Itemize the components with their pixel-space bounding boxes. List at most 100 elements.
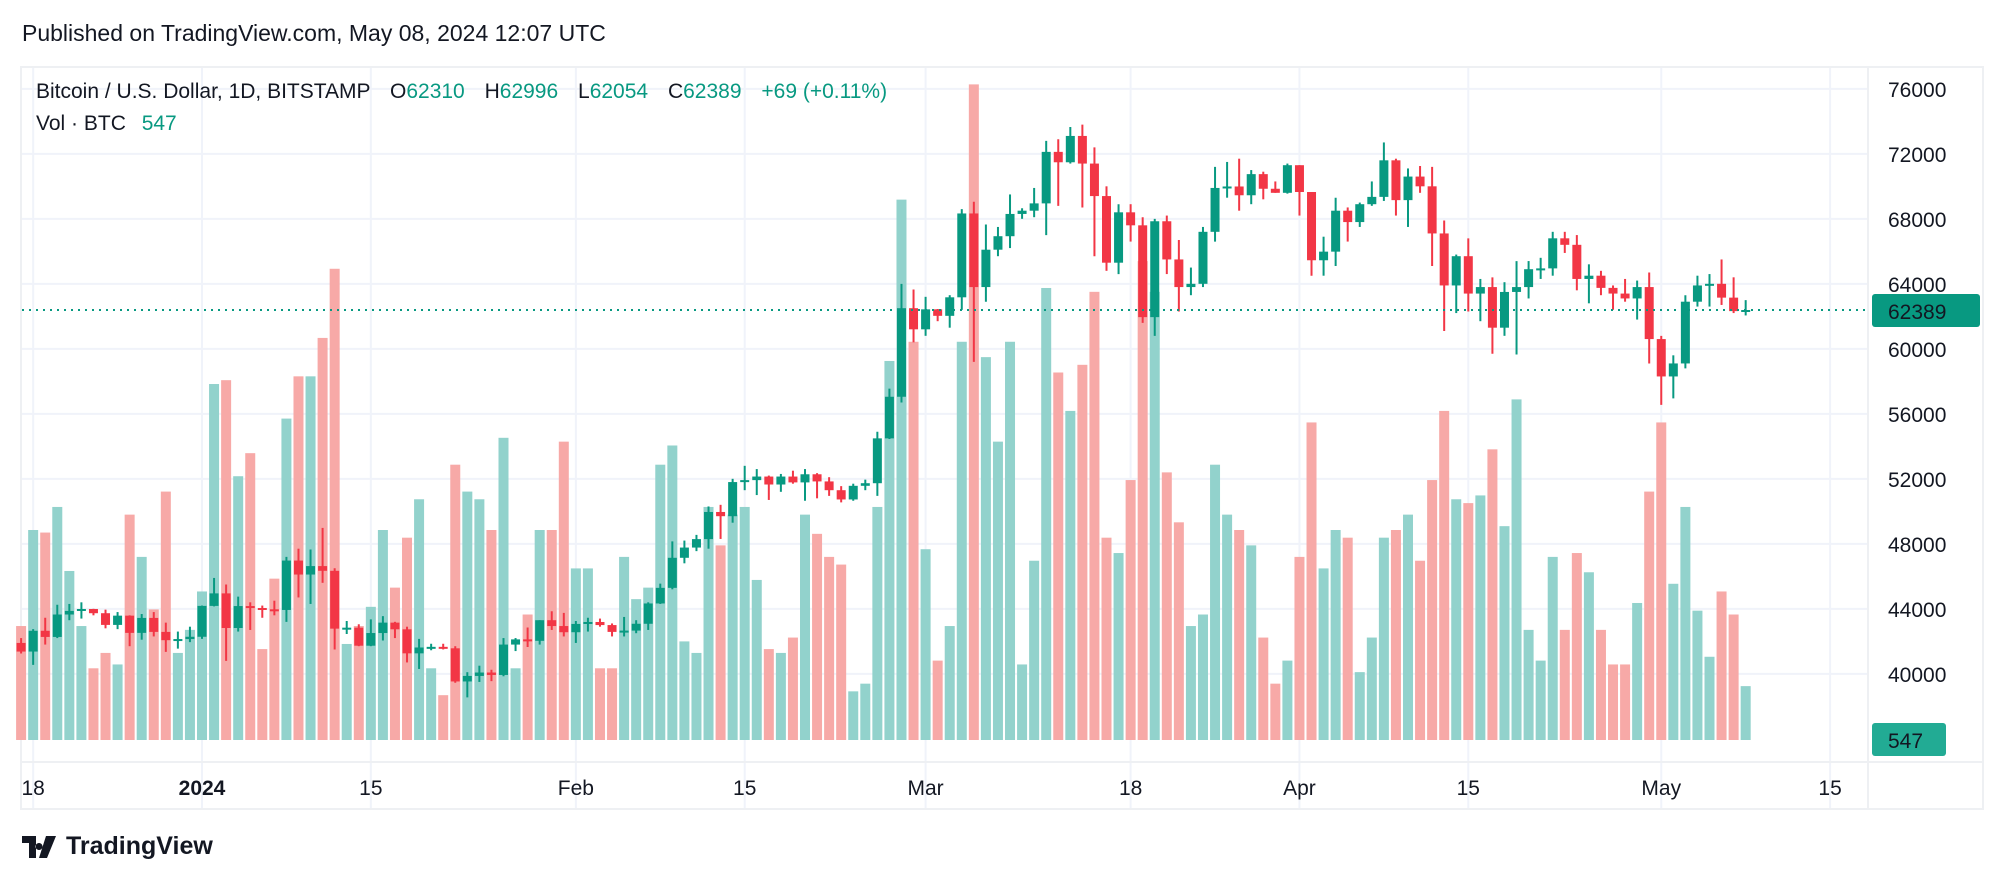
candle-body [306,566,316,575]
candle-body [1162,221,1172,260]
volume-bar [184,629,195,740]
price-tick-label: 48000 [1888,534,1946,557]
symbol-title[interactable]: Bitcoin / U.S. Dollar, 1D, BITSTAMP [36,80,371,103]
candle-body [1126,212,1136,226]
volume-bar [763,649,774,740]
candle-body [812,474,822,482]
candle-body [1548,238,1558,269]
volume-bar [1330,529,1341,740]
candle-body [1343,210,1353,223]
candle-body [1367,196,1377,205]
open-label: O [390,80,407,103]
last-volume-label: 547 [1888,730,1923,753]
volume-bar [1415,560,1426,740]
candle-body [957,213,967,298]
change-value: +69 (+0.11%) [761,80,888,103]
volume-bar [257,649,268,740]
candle-body [704,511,714,540]
candle-body [1114,212,1124,263]
volume-bar [450,464,461,740]
volume-bar [1125,480,1136,740]
volume-bar [1137,261,1148,740]
volume-bar [1210,464,1221,740]
low-label: L [578,80,590,103]
candle-body [716,511,726,517]
candle-body [52,614,62,637]
tradingview-logo[interactable]: TradingView [22,832,213,861]
close-value: 62389 [683,80,742,103]
candle-body [1102,196,1111,263]
volume-bar [1547,556,1558,740]
chart-frame [20,66,1984,810]
volume-bar [1077,364,1088,740]
volume-bar [1113,553,1124,740]
candle-body [1150,221,1160,318]
candle-body [149,617,159,632]
candle-body [209,593,219,606]
volume-bar [872,506,883,740]
candle-body [993,236,1003,250]
candle-body [571,623,581,633]
volume-bar [245,453,256,740]
high-value: 62996 [499,80,559,103]
volume-bar [980,357,991,740]
volume-bar [1342,537,1353,740]
candle-body [438,646,448,649]
volume-legend: Vol · BTC 547 [36,110,887,142]
volume-bar [498,437,509,740]
price-tick-label: 64000 [1888,274,1946,297]
candle-body [354,627,364,646]
candle-body [1138,225,1148,318]
price-tick-label: 72000 [1888,144,1946,167]
candle-body [824,481,834,491]
candle-body [848,485,858,500]
last-price-badge [1872,294,1980,327]
volume-bar [1692,610,1703,740]
volume-bar [1246,545,1257,740]
candle-body [607,625,617,632]
candle-body [933,309,943,316]
candle-body [64,610,74,615]
volume-bar [365,606,376,740]
candle-body [28,630,38,652]
candle-body [1174,259,1184,288]
candle-body [1017,210,1027,214]
volume-bar [474,499,485,740]
candle-body [330,570,340,629]
volume-bar [619,556,630,740]
volume-bar [389,587,400,740]
candle-body [1632,287,1642,299]
time-tick-label: Mar [908,777,944,800]
volume-bar [944,626,955,740]
volume-bar [546,529,557,740]
volume-bar [908,341,919,740]
volume-label[interactable]: Vol · BTC [36,112,126,135]
candle-body [764,476,774,485]
volume-bar [800,514,810,740]
candle-body [499,644,508,675]
volume-bar [1222,514,1233,740]
candle-body [728,482,738,517]
candle-body [1005,213,1015,237]
candle-body [414,647,424,654]
time-tick-label: 15 [1457,777,1480,800]
volume-bar [1559,629,1570,740]
volume-bar [100,652,111,740]
candle-body [595,621,605,626]
candle-body [221,593,231,628]
volume-bar [1728,614,1739,740]
volume-bar [1318,568,1329,740]
volume-bar [1403,514,1413,740]
candle-body [1294,165,1304,193]
volume-bar [1282,660,1293,740]
candle-body [945,297,955,316]
volume-bar [76,626,87,740]
volume-bar [1149,291,1160,740]
candle-body [523,639,533,642]
ohlc-legend: Bitcoin / U.S. Dollar, 1D, BITSTAMP O 623… [36,78,887,110]
candle-body [281,560,291,610]
candle-body [788,476,798,483]
candle-body [402,629,412,654]
candle-body [1282,165,1292,193]
